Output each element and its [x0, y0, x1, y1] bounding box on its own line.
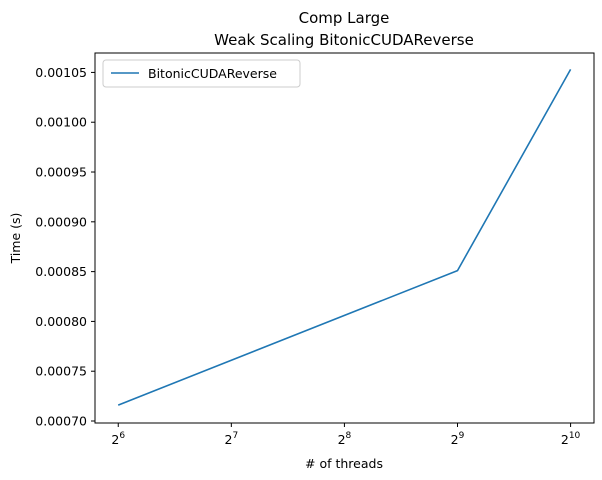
series-layer [117, 69, 572, 406]
x-tick-label: 210 [561, 431, 581, 447]
y-tick-label: 0.00070 [35, 414, 87, 429]
x-axis: 26 27 28 29 210 [111, 423, 581, 447]
y-tick-label: 0.00080 [35, 314, 87, 329]
x-tick-label: 29 [451, 431, 465, 447]
y-tick-label: 0.00085 [35, 264, 87, 279]
y-tick-label: 0.00090 [35, 214, 87, 229]
legend: BitonicCUDAReverse [102, 59, 301, 88]
chart-title: Comp Large [299, 9, 390, 27]
y-axis: 0.00070 0.00075 0.00080 0.00085 0.00090 0.000… [35, 65, 95, 429]
y-tick-label: 0.00095 [35, 165, 87, 180]
chart-subtitle: Weak Scaling BitonicCUDAReverse [214, 31, 474, 49]
y-tick-label: 0.00100 [35, 115, 87, 130]
x-tick-label: 28 [338, 431, 352, 447]
legend-box [102, 59, 301, 88]
x-tick-label: 27 [224, 431, 238, 447]
legend-label: BitonicCUDAReverse [148, 66, 277, 81]
x-tick-label: 26 [111, 431, 125, 447]
y-axis-label: Time (s) [8, 213, 23, 265]
plot-area [94, 52, 595, 424]
y-tick-label: 0.00105 [35, 65, 87, 80]
x-axis-label: # of threads [305, 456, 383, 471]
y-tick-label: 0.00075 [35, 364, 87, 379]
series-line [117, 69, 572, 406]
